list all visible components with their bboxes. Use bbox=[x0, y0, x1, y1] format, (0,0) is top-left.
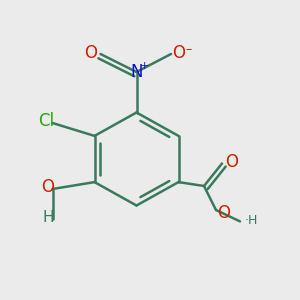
Text: N: N bbox=[130, 63, 143, 81]
Text: ·H: ·H bbox=[244, 214, 258, 227]
Text: +: + bbox=[140, 61, 150, 71]
Text: H: H bbox=[43, 210, 54, 225]
Text: Cl: Cl bbox=[38, 112, 54, 130]
Text: O: O bbox=[41, 178, 54, 196]
Text: O: O bbox=[85, 44, 98, 62]
Text: –: – bbox=[185, 43, 191, 56]
Text: O: O bbox=[225, 153, 238, 171]
Text: O: O bbox=[218, 204, 230, 222]
Text: O: O bbox=[172, 44, 185, 62]
